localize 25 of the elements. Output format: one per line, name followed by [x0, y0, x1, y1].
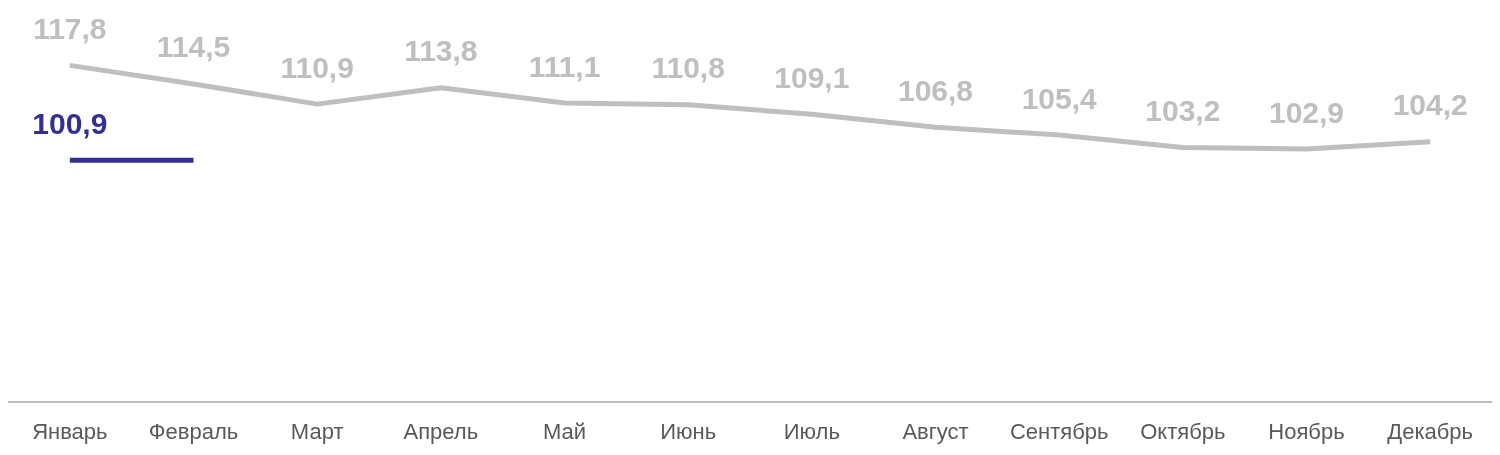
- x-tick-label: Март: [290, 418, 344, 444]
- x-tick-label: Август: [902, 418, 969, 444]
- data-label: 105,4: [1021, 81, 1098, 115]
- data-label: 114,5: [156, 30, 231, 64]
- data-label: 106,8: [897, 73, 974, 107]
- data-label: 117,8: [33, 11, 107, 45]
- data-label: 103,2: [1145, 93, 1221, 127]
- data-label: 110,8: [651, 51, 725, 85]
- x-tick-label: Февраль: [148, 418, 239, 444]
- x-tick-label: Июнь: [660, 418, 717, 444]
- x-tick-label: Май: [542, 418, 587, 444]
- x-tick-label: Ноябрь: [1268, 418, 1345, 444]
- data-label: 100,9: [32, 106, 108, 140]
- x-tick-label: Апрель: [403, 418, 479, 444]
- x-tick-label: Июль: [783, 418, 840, 444]
- data-label: 110,9: [280, 50, 354, 84]
- x-tick-label: Сентябрь: [1009, 418, 1109, 444]
- data-label: 109,1: [774, 60, 850, 94]
- x-tick-label: Декабрь: [1387, 418, 1474, 444]
- data-label: 113,8: [404, 34, 478, 68]
- data-label: 104,2: [1392, 88, 1468, 122]
- x-tick-label: Январь: [32, 418, 108, 444]
- data-label: 111,1: [528, 49, 601, 83]
- x-tick-label: Октябрь: [1140, 418, 1226, 444]
- data-label: 102,9: [1268, 95, 1345, 129]
